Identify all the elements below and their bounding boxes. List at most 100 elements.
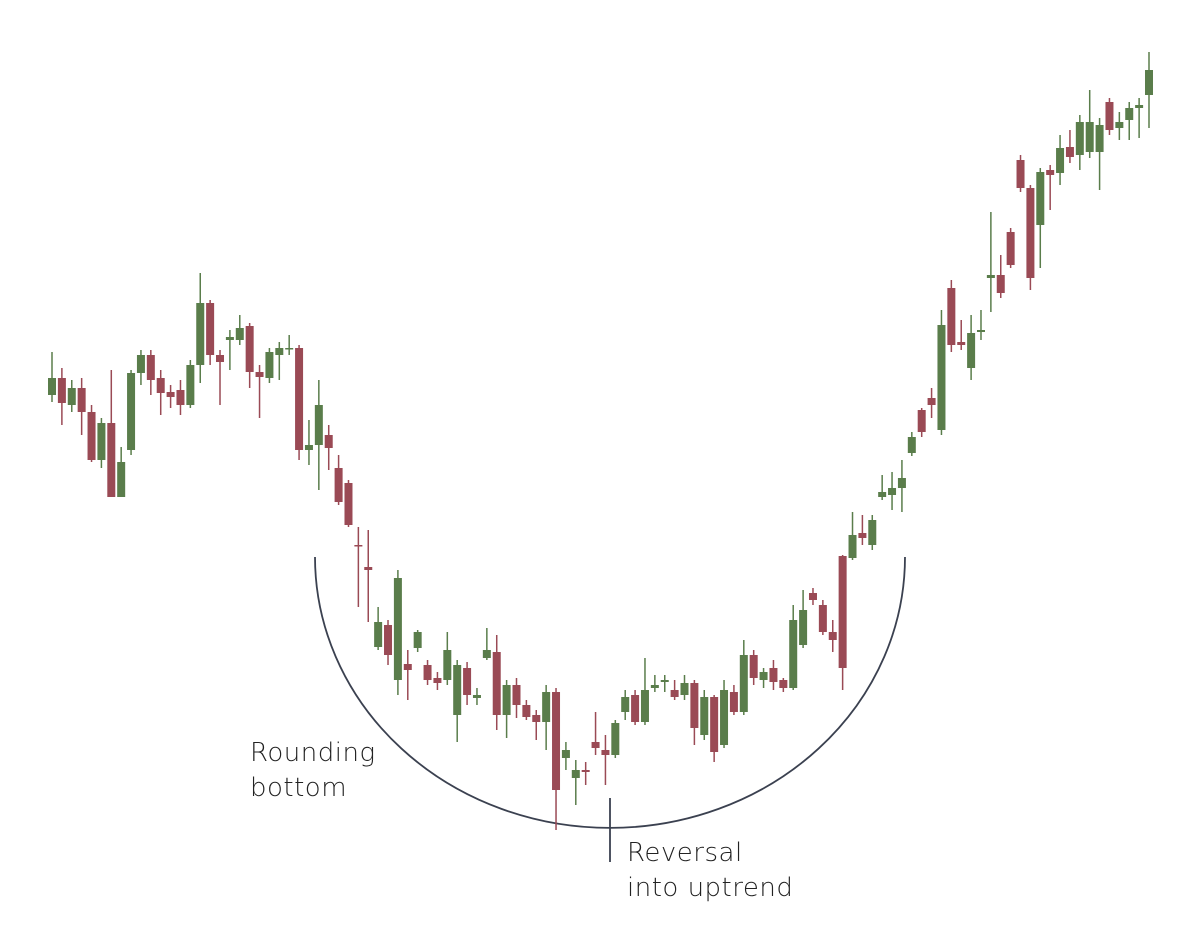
candle-body bbox=[235, 328, 244, 340]
candle-body bbox=[403, 664, 412, 670]
candle-body bbox=[808, 593, 817, 600]
candle-body bbox=[265, 352, 274, 378]
candle-body bbox=[206, 303, 215, 355]
annotation: bottom bbox=[250, 773, 347, 803]
candle-body bbox=[739, 655, 748, 712]
candle-body bbox=[601, 750, 610, 755]
candle-body bbox=[295, 348, 304, 450]
candle-body bbox=[324, 435, 333, 448]
candle-body bbox=[769, 668, 778, 682]
candle-body bbox=[729, 692, 738, 712]
candle-body bbox=[947, 288, 956, 345]
candle-body bbox=[216, 355, 225, 362]
candle-body bbox=[443, 650, 452, 680]
candle-body bbox=[492, 652, 501, 715]
candle-body bbox=[453, 665, 462, 715]
candle-body bbox=[136, 355, 145, 373]
candle-body bbox=[937, 325, 946, 430]
candle-body bbox=[670, 690, 679, 697]
candle-body bbox=[354, 545, 363, 547]
candle-body bbox=[799, 610, 808, 645]
candle-body bbox=[621, 697, 630, 712]
candle-body bbox=[384, 625, 393, 655]
candle-body bbox=[1125, 108, 1134, 120]
candle-body bbox=[1046, 170, 1055, 175]
candle-body bbox=[532, 715, 541, 722]
candle-body bbox=[117, 462, 126, 497]
candle-body bbox=[1095, 125, 1104, 152]
candle-body bbox=[48, 378, 56, 395]
candle-body bbox=[1085, 122, 1094, 152]
annotation: Rounding bbox=[250, 738, 376, 768]
candle-body bbox=[374, 622, 383, 647]
candle-body bbox=[1145, 70, 1153, 95]
candle-body bbox=[57, 378, 66, 403]
candle-body bbox=[285, 348, 294, 350]
candle-body bbox=[334, 468, 343, 502]
candle-body bbox=[502, 685, 511, 715]
candle-body bbox=[87, 412, 96, 460]
candle-body bbox=[1036, 172, 1045, 225]
candle-body bbox=[858, 533, 867, 538]
candle-body bbox=[393, 578, 402, 680]
candle-body bbox=[571, 770, 580, 778]
candle-body bbox=[818, 605, 827, 632]
candle-body bbox=[838, 556, 847, 668]
candle-body bbox=[976, 330, 985, 332]
candle-body bbox=[749, 655, 758, 678]
candle-body bbox=[1115, 122, 1124, 128]
candle-body bbox=[660, 680, 669, 682]
candle-body bbox=[146, 355, 155, 380]
candle-body bbox=[472, 695, 481, 698]
candle-body bbox=[779, 680, 788, 688]
candle-body bbox=[611, 723, 620, 755]
candles bbox=[48, 52, 1153, 830]
candle-body bbox=[344, 483, 353, 525]
candle-body bbox=[957, 342, 966, 345]
candle-body bbox=[631, 695, 640, 722]
candle-body bbox=[720, 690, 729, 745]
candle-body bbox=[77, 388, 86, 412]
candle-body bbox=[710, 697, 719, 752]
candle-body bbox=[1016, 160, 1025, 188]
annotation: into uptrend bbox=[627, 873, 793, 903]
candle-body bbox=[907, 437, 916, 453]
candle-body bbox=[680, 683, 689, 695]
candle-body bbox=[1006, 232, 1015, 265]
candle-body bbox=[245, 326, 254, 372]
candle-body bbox=[413, 632, 422, 648]
candle-body bbox=[828, 632, 837, 640]
candle-body bbox=[166, 392, 175, 397]
candle-body bbox=[700, 697, 709, 735]
candle-body bbox=[176, 390, 185, 405]
candle-body bbox=[650, 685, 659, 688]
candle-body bbox=[433, 678, 442, 683]
candle-body bbox=[304, 445, 313, 450]
candle-body bbox=[255, 372, 264, 377]
candle-body bbox=[463, 668, 472, 695]
candle-body bbox=[1056, 148, 1065, 173]
candle-body bbox=[917, 410, 926, 432]
candle-body bbox=[581, 770, 590, 772]
candle-body bbox=[107, 423, 116, 497]
candle-body bbox=[482, 650, 491, 658]
candle-body bbox=[542, 692, 551, 722]
candle-body bbox=[156, 378, 165, 393]
candle-body bbox=[1105, 102, 1114, 130]
candle-body bbox=[591, 742, 600, 748]
candle-body bbox=[67, 388, 76, 405]
candle-body bbox=[127, 373, 136, 450]
candle-body bbox=[275, 348, 284, 355]
candle-body bbox=[423, 665, 432, 680]
candle-body bbox=[888, 488, 897, 495]
candle-body bbox=[561, 750, 570, 758]
candle-body bbox=[848, 535, 857, 558]
candle-body bbox=[789, 620, 798, 688]
candle-body bbox=[225, 337, 234, 340]
candle-body bbox=[1026, 188, 1035, 278]
candle-body bbox=[186, 365, 195, 405]
candle-body bbox=[1065, 147, 1074, 157]
candle-body bbox=[1135, 105, 1144, 108]
candle-body bbox=[690, 683, 699, 728]
